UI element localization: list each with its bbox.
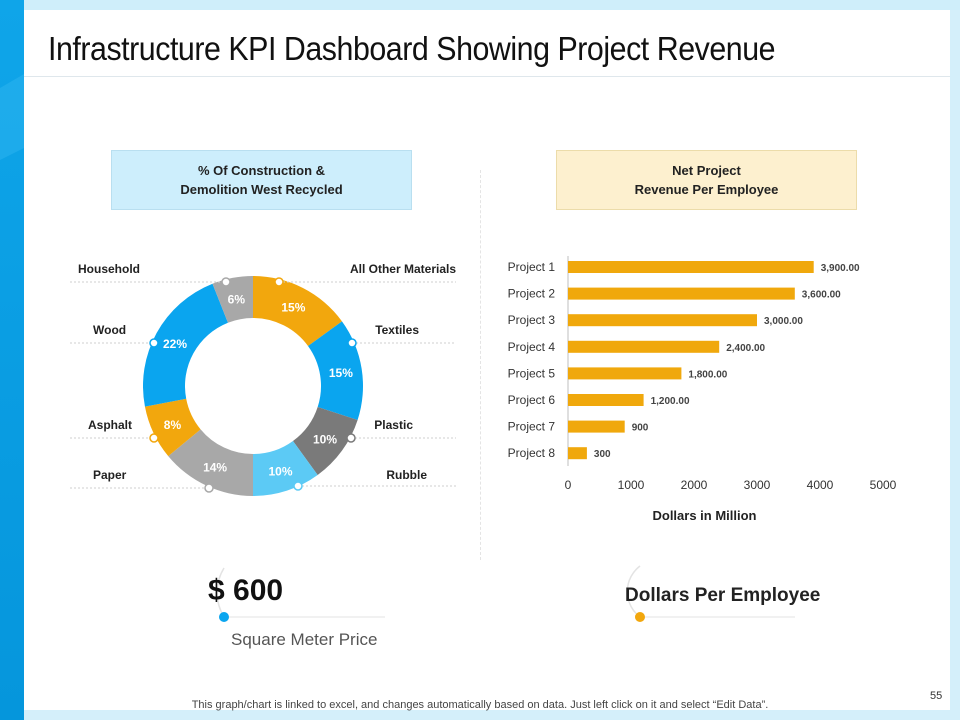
bar-category-label: Project 8 bbox=[508, 446, 556, 460]
donut-slice-rubble bbox=[253, 441, 318, 496]
bar-value-label: 1,800.00 bbox=[688, 369, 727, 380]
donut-header-line1: % Of Construction & bbox=[197, 163, 326, 178]
frame-top-strip bbox=[0, 0, 960, 10]
bar-x-axis-title: Dollars in Million bbox=[652, 508, 756, 523]
price-value: $ 600 bbox=[208, 574, 284, 607]
footer-note: This graph/chart is linked to excel, and… bbox=[191, 699, 769, 711]
donut-slice-plastic bbox=[292, 407, 358, 475]
kpi-dot-orange bbox=[635, 612, 645, 622]
bar-category-label: Project 2 bbox=[508, 287, 556, 301]
donut-slice-label: 22% bbox=[163, 337, 187, 351]
donut-category-label: Household bbox=[78, 262, 140, 276]
bar-category-label: Project 3 bbox=[508, 313, 556, 327]
frame-left-strip bbox=[0, 0, 24, 720]
donut-slice-all-other-materials bbox=[253, 276, 342, 347]
per-employee-caption: Dollars Per Employee bbox=[625, 585, 821, 606]
bar-x-tick-label: 2000 bbox=[681, 478, 708, 492]
bar-x-tick-label: 0 bbox=[565, 478, 572, 492]
page-title: Infrastructure KPI Dashboard Showing Pro… bbox=[48, 30, 776, 67]
donut-category-label: Wood bbox=[93, 323, 126, 337]
bar-value-label: 900 bbox=[632, 423, 649, 434]
bar-value-label: 3,000.00 bbox=[764, 316, 803, 327]
donut-slice-label: 10% bbox=[268, 465, 292, 479]
bar-value-label: 300 bbox=[594, 449, 611, 460]
bar-category-label: Project 6 bbox=[508, 393, 556, 407]
donut-slice-asphalt bbox=[144, 398, 201, 457]
kpi-dot-blue bbox=[219, 612, 229, 622]
bar-project-5 bbox=[568, 367, 682, 380]
donut-category-label: All Other Materials bbox=[350, 262, 456, 276]
bar-project-3 bbox=[568, 314, 757, 327]
bar-project-1 bbox=[568, 261, 814, 273]
donut-category-label: Textiles bbox=[375, 323, 419, 337]
donut-slice-household bbox=[212, 276, 253, 323]
donut-slice-label: 6% bbox=[228, 293, 246, 307]
donut-slice-label: 8% bbox=[164, 418, 182, 432]
bar-x-tick-label: 5000 bbox=[870, 478, 897, 492]
bar-value-label: 2,400.00 bbox=[726, 343, 765, 354]
bar-x-tick-label: 3000 bbox=[744, 478, 771, 492]
leader-marker bbox=[346, 433, 356, 443]
leader-marker bbox=[149, 433, 159, 443]
bar-value-label: 1,200.00 bbox=[651, 396, 690, 407]
leader-marker bbox=[274, 277, 284, 287]
bar-x-tick-label: 4000 bbox=[807, 478, 834, 492]
donut-category-label: Plastic bbox=[374, 418, 413, 432]
leader-marker bbox=[149, 338, 159, 348]
donut-header-box: % Of Construction & Demolition West Recy… bbox=[111, 150, 412, 210]
bar-category-label: Project 4 bbox=[508, 340, 556, 354]
leader-marker bbox=[293, 481, 303, 491]
bar-project-7 bbox=[568, 420, 625, 433]
bar-value-label: 3,600.00 bbox=[802, 290, 841, 301]
donut-header-line2: Demolition West Recycled bbox=[180, 182, 343, 197]
panel-divider bbox=[480, 170, 481, 560]
donut-slice-label: 15% bbox=[329, 366, 353, 380]
bar-value-label: 3,900.00 bbox=[821, 263, 860, 274]
bar-project-4 bbox=[568, 340, 720, 353]
bar-header-box: Net Project Revenue Per Employee bbox=[556, 150, 857, 210]
donut-category-label: Rubble bbox=[386, 468, 427, 482]
leader-marker bbox=[204, 483, 214, 493]
price-caption: Square Meter Price bbox=[231, 630, 378, 649]
title-bar bbox=[24, 10, 950, 77]
leader-marker bbox=[221, 277, 231, 287]
donut-category-label: Asphalt bbox=[88, 418, 132, 432]
bar-category-label: Project 1 bbox=[508, 260, 556, 274]
bar-header-line1: Net Project bbox=[672, 163, 741, 178]
donut-slice-label: 15% bbox=[281, 301, 305, 315]
bar-category-label: Project 7 bbox=[508, 420, 556, 434]
donut-slice-wood bbox=[143, 283, 228, 407]
leader-marker bbox=[347, 338, 357, 348]
kpi-arc-right bbox=[626, 565, 641, 618]
donut-slice-label: 10% bbox=[313, 432, 337, 446]
bar-project-2 bbox=[568, 287, 795, 300]
donut-slice-label: 14% bbox=[203, 461, 227, 475]
bar-project-8 bbox=[568, 447, 587, 460]
bar-project-6 bbox=[568, 394, 644, 406]
donut-slice-paper bbox=[168, 429, 253, 496]
frame-swoosh bbox=[0, 74, 24, 160]
bar-header-line2: Revenue Per Employee bbox=[634, 182, 779, 197]
bar-x-tick-label: 1000 bbox=[618, 478, 645, 492]
donut-category-label: Paper bbox=[93, 468, 127, 482]
page-number: 55 bbox=[930, 690, 943, 702]
bar-category-label: Project 5 bbox=[508, 366, 556, 380]
kpi-arc-left bbox=[216, 567, 225, 618]
